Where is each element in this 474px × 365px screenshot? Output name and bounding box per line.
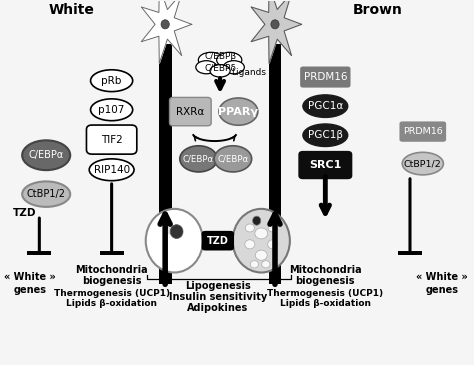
Text: p107: p107: [99, 105, 125, 115]
Text: genes: genes: [14, 285, 46, 295]
Ellipse shape: [161, 20, 169, 29]
Text: TZD: TZD: [207, 236, 229, 246]
Text: White: White: [48, 3, 94, 17]
Text: « White »: « White »: [4, 272, 56, 282]
Text: Ligands: Ligands: [231, 68, 266, 77]
Text: PRDM16: PRDM16: [303, 72, 347, 82]
Ellipse shape: [255, 228, 268, 239]
FancyBboxPatch shape: [300, 66, 350, 88]
Text: Mitochondria: Mitochondria: [75, 265, 148, 275]
Text: Adipokines: Adipokines: [187, 303, 248, 313]
Text: Thermogenesis (UCP1): Thermogenesis (UCP1): [54, 289, 170, 297]
Text: CtBP1/2: CtBP1/2: [404, 159, 442, 168]
Bar: [269, 44, 282, 284]
Ellipse shape: [268, 224, 277, 232]
Text: pRb: pRb: [101, 76, 122, 86]
Text: Lipids β-oxidation: Lipids β-oxidation: [280, 299, 371, 308]
Text: CtBP1/2: CtBP1/2: [27, 189, 66, 199]
Text: RXRα: RXRα: [176, 107, 204, 116]
FancyBboxPatch shape: [86, 125, 137, 154]
Ellipse shape: [170, 225, 183, 238]
Ellipse shape: [198, 52, 224, 68]
Ellipse shape: [253, 216, 261, 225]
Text: « White »: « White »: [416, 272, 468, 282]
Ellipse shape: [245, 240, 255, 249]
Ellipse shape: [219, 98, 258, 125]
FancyBboxPatch shape: [298, 151, 352, 179]
Ellipse shape: [91, 70, 133, 92]
FancyBboxPatch shape: [201, 231, 234, 250]
Text: C/EBPα: C/EBPα: [183, 154, 214, 164]
Text: Lipogenesis: Lipogenesis: [185, 281, 251, 291]
Text: SRC1: SRC1: [309, 160, 341, 170]
Text: biogenesis: biogenesis: [296, 276, 355, 287]
Ellipse shape: [271, 20, 279, 29]
Ellipse shape: [22, 181, 70, 207]
Text: TZD: TZD: [13, 208, 36, 218]
Text: PRDM16: PRDM16: [403, 127, 443, 136]
Ellipse shape: [255, 250, 267, 260]
Ellipse shape: [91, 99, 133, 121]
Ellipse shape: [402, 152, 443, 175]
Text: genes: genes: [426, 285, 458, 295]
Text: C/EBPα: C/EBPα: [28, 150, 64, 160]
Text: C/EBPα: C/EBPα: [217, 154, 248, 164]
Text: Insulin sensitivity: Insulin sensitivity: [169, 292, 267, 302]
Ellipse shape: [22, 140, 70, 170]
Text: Brown: Brown: [353, 3, 403, 17]
Text: PPARγ: PPARγ: [219, 107, 258, 116]
Text: C/EBPβ
C/EBPδ: C/EBPβ C/EBPδ: [204, 52, 236, 72]
Ellipse shape: [180, 146, 218, 172]
Ellipse shape: [89, 159, 134, 181]
Text: Mitochondria: Mitochondria: [289, 265, 362, 275]
Ellipse shape: [214, 146, 252, 172]
FancyBboxPatch shape: [400, 122, 446, 142]
Ellipse shape: [217, 52, 242, 68]
Ellipse shape: [233, 209, 290, 273]
Ellipse shape: [210, 65, 230, 77]
Bar: [159, 44, 172, 284]
Ellipse shape: [146, 209, 203, 273]
Text: Thermogenesis (UCP1): Thermogenesis (UCP1): [267, 289, 383, 297]
Polygon shape: [141, 0, 191, 64]
Text: Lipids β-oxidation: Lipids β-oxidation: [66, 299, 157, 308]
Polygon shape: [251, 0, 301, 64]
Text: PGC1β: PGC1β: [308, 130, 343, 140]
Text: biogenesis: biogenesis: [82, 276, 141, 287]
Text: PGC1α: PGC1α: [308, 101, 343, 111]
Ellipse shape: [303, 124, 348, 146]
Text: RIP140: RIP140: [93, 165, 130, 175]
Ellipse shape: [163, 225, 177, 234]
Text: TIF2: TIF2: [101, 135, 122, 145]
Ellipse shape: [262, 261, 270, 268]
Ellipse shape: [303, 95, 348, 118]
Ellipse shape: [196, 61, 217, 74]
Ellipse shape: [245, 224, 255, 232]
FancyBboxPatch shape: [170, 97, 211, 126]
Ellipse shape: [268, 240, 278, 249]
Ellipse shape: [223, 61, 244, 74]
Ellipse shape: [250, 261, 258, 268]
